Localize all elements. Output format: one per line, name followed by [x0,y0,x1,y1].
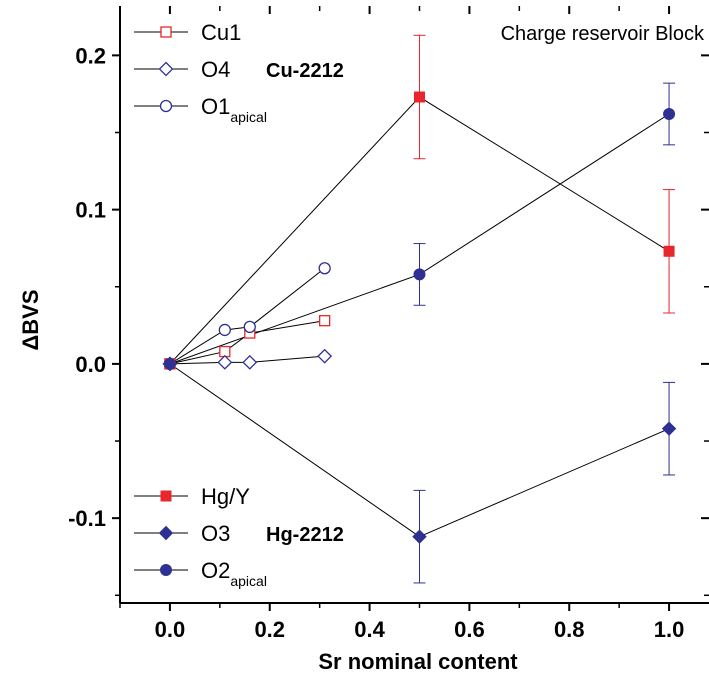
series-line-o1 [169,267,325,365]
data-point-o4 [242,354,258,370]
legend-marker-o2 [160,564,172,576]
legend-label-subscript: apical [230,573,267,589]
x-tick-label: 1.0 [654,617,685,642]
y-tick-label: -0.1 [68,506,106,531]
y-tick-label: 0.1 [75,198,106,223]
legend-label-o4: O4 [201,57,230,82]
legend-marker-hg-y [160,490,172,502]
chart-title: Charge reservoir Block [501,23,705,45]
data-point-o2 [663,107,676,120]
y-tick-label: 0.0 [75,352,106,377]
legend-label-o3: O3 [201,521,230,546]
data-point-o1 [318,262,331,275]
x-axis-label: Sr nominal content [318,649,518,674]
data-point-hg-y [663,245,675,257]
legend-marker-o4 [158,61,174,77]
x-tick-label: 0.8 [554,617,585,642]
y-tick-label: 0.2 [75,43,106,68]
x-tick-label: 0.4 [354,617,385,642]
data-point-o1 [218,323,231,337]
data-point-hg-y [413,91,425,103]
series-line-cu1 [169,320,325,365]
x-tick-label: 0.2 [254,617,285,642]
x-tick-label: 0.0 [155,617,186,642]
data-point-o2 [163,357,176,370]
legend-label-hg-y: Hg/Y [201,484,250,509]
axis-ticks: 0.0 0.2 0.4 0.6 0.8 1.0 -0.1 0.0 0.1 0.2 [68,6,709,642]
legend-marker-o3 [158,525,174,541]
data-point-o4 [317,348,333,364]
data-point-o2 [413,268,426,281]
legend-label-subscript: apical [230,109,267,125]
y-axis-label: ΔBVS [18,289,43,350]
legend-marker-o1 [159,99,173,113]
legend-group-label: Cu-2212 [266,60,344,82]
legend-group-label: Hg-2212 [266,524,344,546]
data-point-o1 [243,320,256,334]
plot-frame [119,6,709,604]
series-line-o4 [169,355,325,365]
legend-marker-cu1 [160,26,172,38]
x-tick-label: 0.6 [454,617,485,642]
data-point-o3 [412,529,427,544]
data-point-cu1 [319,315,331,327]
data-point-o3 [661,421,677,436]
data-points [162,91,677,544]
data-point-o4 [217,354,233,370]
legend-label-cu1: Cu1 [201,20,241,45]
